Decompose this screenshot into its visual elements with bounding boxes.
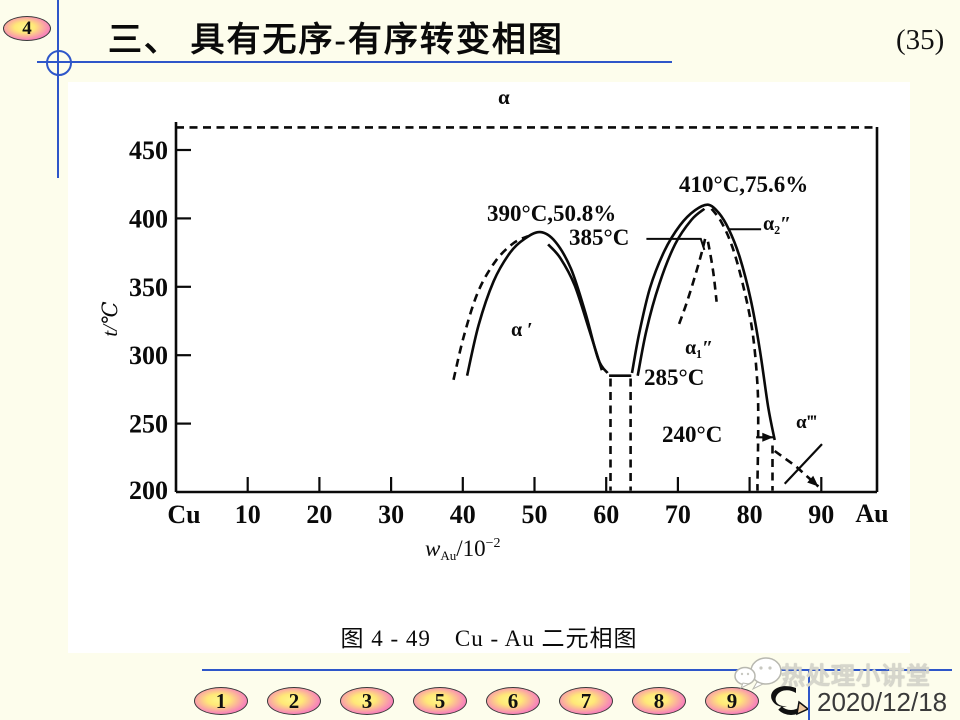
label-285: 285°C — [644, 365, 705, 390]
x-axis-title: wAu/10−2 — [425, 536, 501, 564]
chart-panel — [68, 82, 910, 653]
x-tick-label: 70 — [665, 500, 691, 529]
return-arrow-icon[interactable] — [766, 684, 808, 716]
decor-circle — [46, 50, 72, 76]
arrowhead-alpha3-dashed-arrow — [807, 475, 819, 487]
x-tick-label: 30 — [378, 500, 404, 529]
nav-button-label: 3 — [361, 688, 373, 713]
title-underline — [37, 61, 672, 63]
x-axis-title-symbol: w — [425, 536, 441, 561]
nav-button-7[interactable]: 7 — [559, 687, 613, 715]
nav-button-9[interactable]: 9 — [705, 687, 759, 715]
label-peak-390: 390°C,50.8% — [487, 201, 617, 226]
x-tick-label: 60 — [593, 500, 619, 529]
slide-title: 三、 具有无序-有序转变相图 — [108, 22, 564, 59]
series-alpha1-dashed-right — [706, 241, 718, 302]
y-tick-label: 300 — [129, 341, 168, 370]
label-240: 240°C — [662, 422, 723, 447]
nav-button-5[interactable]: 5 — [413, 687, 467, 715]
nav-button-label: 5 — [434, 688, 446, 713]
nav-button-label: 6 — [507, 688, 519, 713]
current-slide-badge: 4 — [3, 16, 51, 41]
y-tick-label: 400 — [129, 204, 168, 233]
y-tick-label: 450 — [129, 136, 168, 165]
label-alpha3: α‴ — [796, 412, 818, 433]
nav-button-1[interactable]: 1 — [194, 687, 248, 715]
nav-button-8[interactable]: 8 — [632, 687, 686, 715]
curves-layer — [176, 126, 877, 491]
chat-bubbles-icon — [734, 657, 782, 691]
y-tick-label: 250 — [129, 410, 168, 439]
arrowhead-pointer-240 — [762, 432, 774, 442]
series-dome2-solid — [630, 203, 776, 441]
label-alpha1: α₁″ — [685, 337, 714, 359]
label-385: 385°C — [569, 225, 630, 250]
nav-button-3[interactable]: 3 — [340, 687, 394, 715]
figure-caption: 图 4 - 49 Cu - Au 二元相图 — [340, 626, 638, 651]
y-origin-label: 200 — [129, 476, 168, 505]
series-dome1-solid — [465, 230, 609, 376]
label-alpha-prime: α ′ — [511, 319, 533, 341]
page-number: (35) — [896, 24, 945, 56]
plot-frame — [174, 122, 879, 494]
nav-button-6[interactable]: 6 — [486, 687, 540, 715]
footer-vertical-line — [808, 670, 810, 720]
x-tick-label: 90 — [808, 500, 834, 529]
series-dome1-dashed-left — [452, 235, 529, 381]
nav-button-2[interactable]: 2 — [267, 687, 321, 715]
x-axis-title-subscript: Au — [440, 548, 457, 563]
label-alpha2: α₂″ — [763, 213, 792, 235]
x-left-element-label: Cu — [167, 500, 200, 529]
series-dome2-left-inner — [636, 207, 706, 376]
label-peak-410: 410°C,75.6% — [679, 172, 809, 197]
phase-diagram-plot: 250 300 350 400 450 200 10 20 30 40 50 60 70 80 90 Cu Au — [129, 122, 889, 529]
x-tick-label: 10 — [235, 500, 261, 529]
nav-button-label: 8 — [653, 688, 665, 713]
x-axis-title-divisor: /10 — [456, 536, 486, 561]
x-tick-label: 50 — [522, 500, 548, 529]
nav-button-label: 9 — [726, 688, 738, 713]
footer-line — [202, 669, 952, 671]
x-tick-label: 40 — [450, 500, 476, 529]
nav-button-label: 2 — [288, 688, 300, 713]
nav-button-label: 1 — [215, 688, 227, 713]
x-tick-label: 20 — [306, 500, 332, 529]
label-alpha-phase: α — [498, 85, 510, 109]
series-dome1-right-inner — [547, 243, 604, 371]
series-dome2-dashed-right — [710, 208, 760, 491]
axis-ticks: 250 300 350 400 450 200 10 20 30 40 50 60 70 80 90 Cu Au — [129, 136, 889, 529]
x-axis-title-exponent: −2 — [485, 536, 501, 551]
nav-button-label: 7 — [580, 688, 592, 713]
x-right-element-label: Au — [855, 499, 888, 528]
slide-date: 2020/12/18 — [817, 687, 948, 717]
series-leader-385 — [646, 237, 706, 251]
watermark-text: 热处理小讲堂 — [781, 664, 931, 690]
y-tick-label: 350 — [129, 273, 168, 302]
current-slide-number: 4 — [22, 17, 32, 39]
series-alpha3-solid-tick — [783, 443, 823, 485]
y-axis-title: t/℃ — [98, 301, 122, 337]
series-alpha1-dashed-left — [675, 238, 707, 330]
x-tick-label: 80 — [737, 500, 763, 529]
decor-vertical-line — [57, 0, 59, 178]
